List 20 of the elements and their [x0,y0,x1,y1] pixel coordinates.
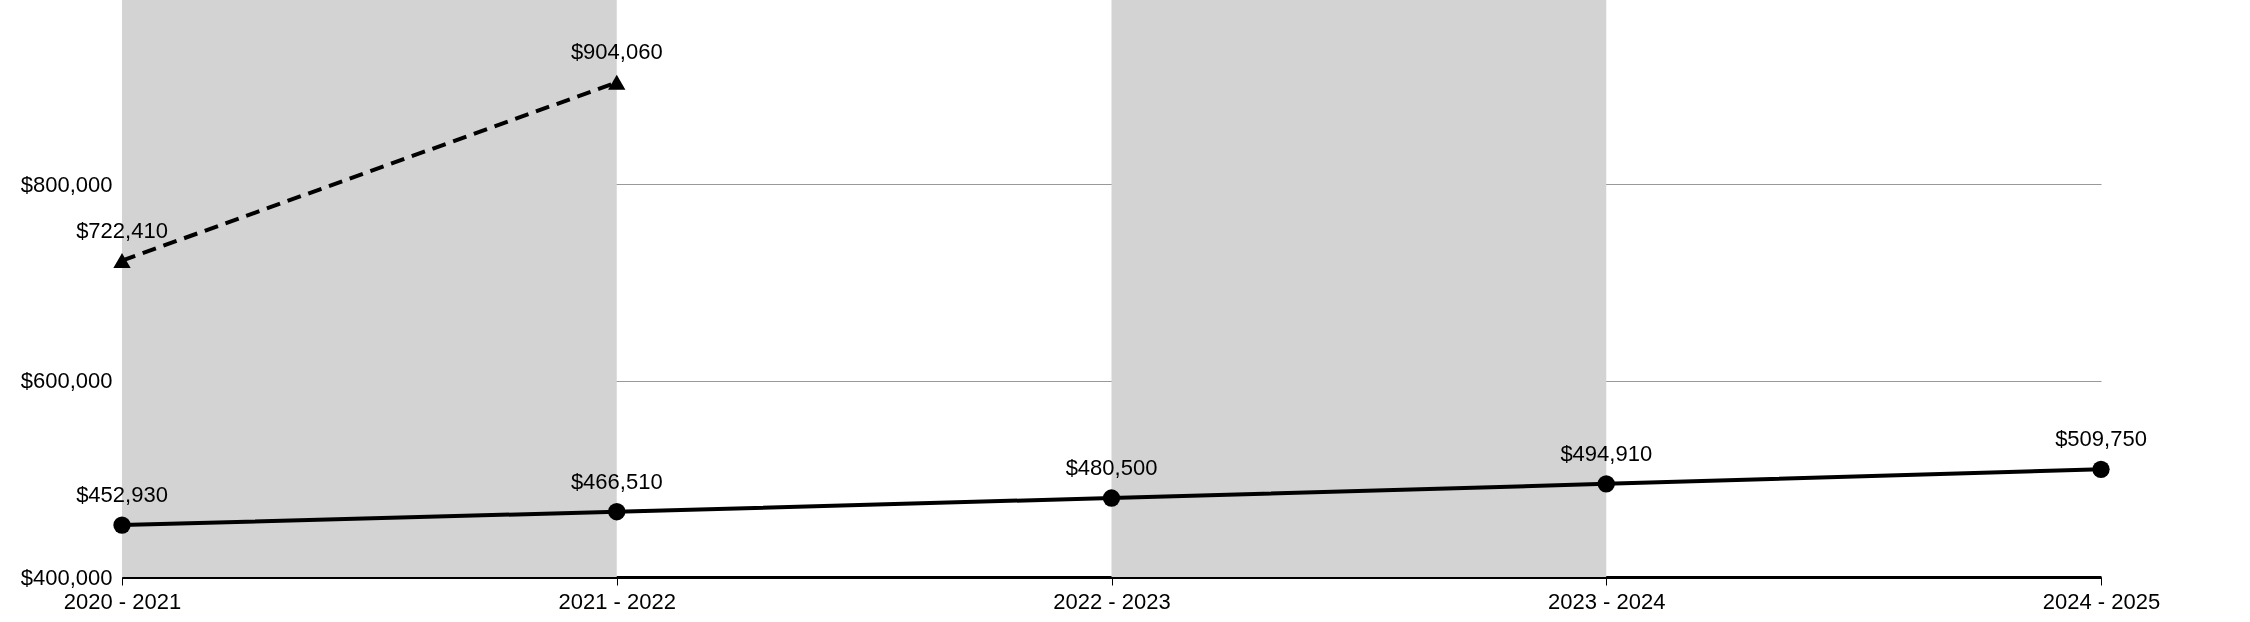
data-label: $722,410 [76,217,168,243]
y-tick-label: $400,000 [20,564,113,590]
point [608,503,626,521]
x-tick-label: 2024 - 2025 [2042,588,2161,614]
point [2092,460,2110,478]
point [1597,475,1615,493]
data-label: $466,510 [570,468,663,494]
point [113,516,131,534]
data-label: $509,750 [2055,426,2147,452]
y-tick-label: $600,000 [20,368,113,394]
x-tick-label: 2022 - 2023 [1053,588,1171,614]
data-label: $904,060 [570,39,663,65]
x-tick-label: 2020 - 2021 [63,588,182,614]
data-label: $452,930 [76,482,168,508]
x-tick-label: 2021 - 2022 [558,588,676,614]
data-label: $494,910 [1560,440,1653,466]
x-tick-label: 2023 - 2024 [1548,588,1666,614]
y-tick-label: $800,000 [20,171,113,197]
point [1102,489,1121,507]
data-label: $480,500 [1065,455,1158,481]
